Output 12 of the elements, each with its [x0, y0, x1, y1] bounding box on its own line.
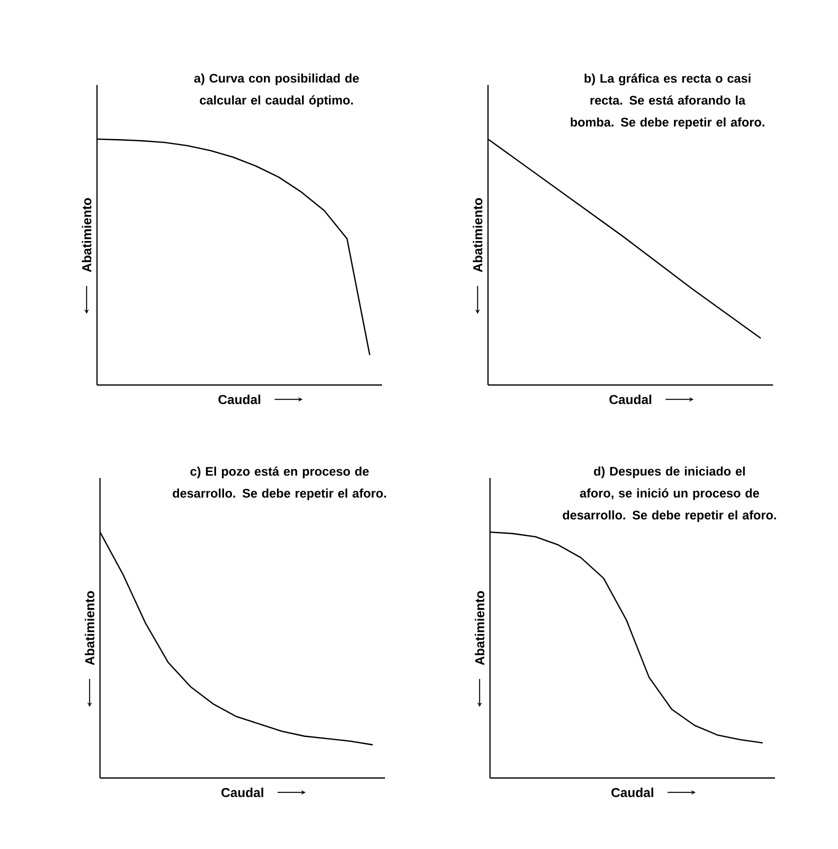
text: c) El pozo está en proceso de desarrollo. Se debe repetir el aforo. — [172, 466, 386, 500]
text: d) Despues de iniciado el aforo, se inició un proceso de desarrollo. Se debe repetir el aforo. — [562, 466, 776, 522]
x-axis-title: Caudal — [611, 788, 654, 798]
x-axis-title: Caudal — [218, 394, 260, 404]
y-axis-title: Abatimiento — [472, 198, 482, 272]
y-axis-title: Abatimiento — [84, 591, 94, 666]
y-axis-title: Abatimiento — [82, 198, 92, 272]
text: a) Curva con posibilidad de calcular el caudal óptimo. — [194, 74, 359, 108]
x-axis-title: Caudal — [609, 394, 652, 404]
text: b) La gráfica es recta o casi recta. Se está aforando la bomba. Se debe repetir el aforo. — [570, 74, 764, 130]
y-axis-title: Abatimiento — [474, 591, 484, 666]
x-axis-title: Caudal — [221, 788, 264, 798]
